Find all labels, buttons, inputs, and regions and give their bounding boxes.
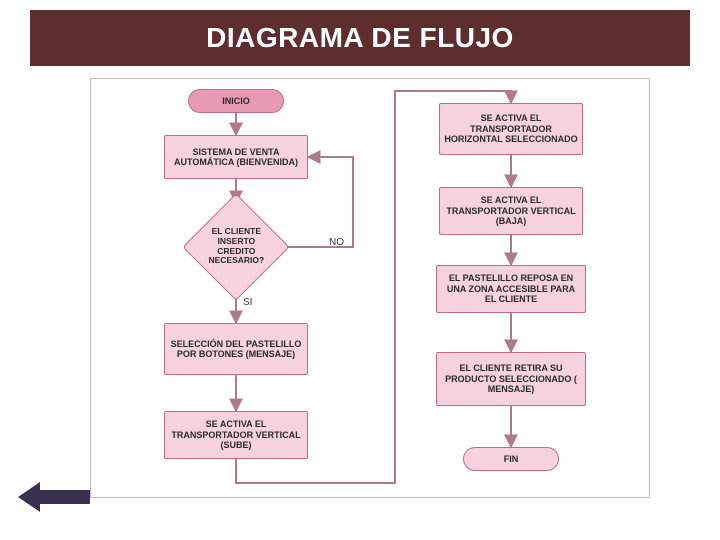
node-credito: EL CLIENTE INSERTO CREDITO NECESARIO? [182, 193, 289, 300]
flowchart-canvas: INICIO SISTEMA DE VENTA AUTOMÁTICA (BIENV… [90, 78, 650, 498]
node-sube: SE ACTIVA EL TRANSPORTADOR VERTICAL (SUB… [164, 411, 308, 459]
edge-label-si: SI [243, 297, 252, 308]
node-inicio: INICIO [188, 89, 284, 113]
page-title: DIAGRAMA DE FLUJO [206, 22, 514, 54]
back-arrow-icon[interactable] [18, 482, 90, 512]
node-label-credito: EL CLIENTE INSERTO CREDITO NECESARIO? [203, 227, 269, 266]
node-reposa: EL PASTELILLO REPOSA EN UNA ZONA ACCESIB… [436, 265, 586, 313]
node-seleccion: SELECCIÓN DEL PASTELILLO POR BOTONES (ME… [164, 323, 308, 375]
node-retira: EL CLIENTE RETIRA SU PRODUCTO SELECCIONA… [436, 352, 586, 406]
node-horiz: SE ACTIVA EL TRANSPORTADOR HORIZONTAL SE… [439, 103, 583, 155]
edge-label-no: NO [329, 237, 344, 248]
node-baja: SE ACTIVA EL TRANSPORTADOR VERTICAL (BAJ… [439, 187, 583, 235]
node-fin: FIN [463, 447, 559, 471]
node-bienv: SISTEMA DE VENTA AUTOMÁTICA (BIENVENIDA) [164, 135, 308, 179]
title-bar: DIAGRAMA DE FLUJO [30, 10, 690, 66]
